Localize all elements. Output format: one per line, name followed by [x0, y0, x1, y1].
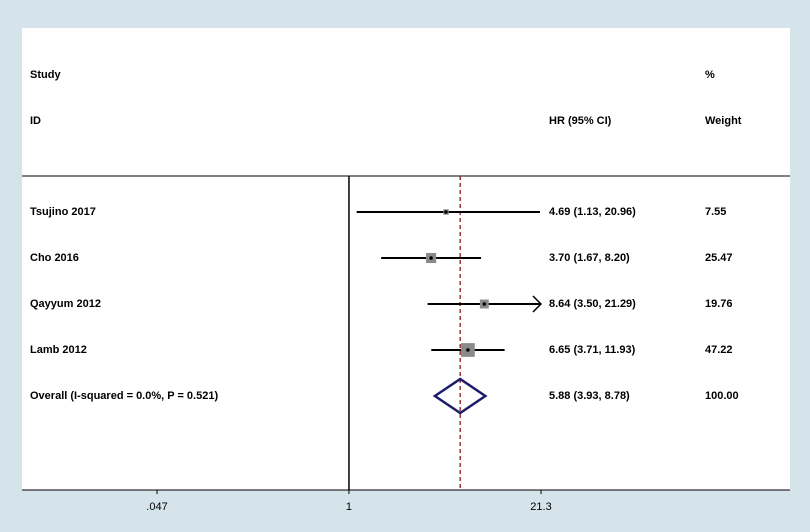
overall-name: Overall (I-squared = 0.0%, P = 0.521) [30, 390, 218, 402]
effect-label: 8.64 (3.50, 21.29) [549, 298, 636, 310]
effect-label: 5.88 (3.93, 8.78) [549, 390, 630, 402]
x-tick-label: 21.3 [530, 501, 551, 513]
weight-label: 47.22 [705, 344, 733, 356]
header: Weight [705, 115, 742, 127]
ci-arrow [532, 295, 543, 313]
x-tick-label: 1 [346, 501, 352, 513]
header: % [705, 69, 715, 81]
weight-label: 100.00 [705, 390, 739, 402]
x-tick-label: .047 [146, 501, 167, 513]
study-name: Qayyum 2012 [30, 298, 101, 310]
overall-diamond [432, 377, 488, 415]
weight-label: 25.47 [705, 252, 733, 264]
point-estimate [429, 256, 433, 260]
effect-label: 6.65 (3.71, 11.93) [549, 344, 636, 356]
point-estimate [444, 210, 448, 214]
weight-label: 19.76 [705, 298, 733, 310]
study-name: Lamb 2012 [30, 344, 87, 356]
study-name: Tsujino 2017 [30, 206, 96, 218]
point-estimate [466, 348, 470, 352]
point-estimate [482, 302, 487, 306]
header: HR (95% CI) [549, 115, 612, 127]
study-name: Cho 2016 [30, 252, 79, 264]
effect-label: 3.70 (1.67, 8.20) [549, 252, 630, 264]
weight-label: 7.55 [705, 206, 726, 218]
effect-label: 4.69 (1.13, 20.96) [549, 206, 636, 218]
header: Study [30, 69, 61, 81]
header: ID [30, 115, 41, 127]
